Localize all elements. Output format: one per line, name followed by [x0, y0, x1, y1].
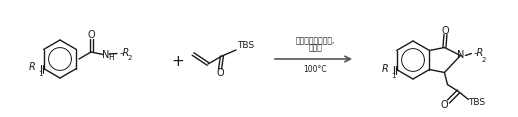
Text: 2: 2 [481, 57, 486, 62]
Text: H: H [108, 53, 114, 62]
Text: N: N [103, 49, 110, 60]
Text: 1: 1 [38, 71, 43, 77]
Text: TBS: TBS [468, 98, 485, 107]
Text: 2: 2 [128, 55, 133, 62]
Text: O: O [216, 68, 224, 78]
Text: O: O [442, 26, 449, 35]
Text: -R: -R [120, 48, 130, 58]
Text: -R: -R [473, 49, 484, 58]
Text: +: + [171, 53, 184, 68]
Text: O: O [441, 99, 448, 110]
Text: 过渡金属锃傅化剂,: 过渡金属锃傅化剂, [296, 36, 335, 45]
Text: O: O [87, 30, 95, 40]
Text: N: N [457, 51, 464, 60]
Text: 添加剂: 添加剂 [309, 43, 322, 52]
Text: 100°C: 100°C [304, 65, 327, 74]
Text: R: R [29, 62, 36, 73]
Text: TBS: TBS [237, 42, 254, 51]
Text: R: R [382, 64, 388, 73]
Text: 1: 1 [392, 73, 396, 79]
